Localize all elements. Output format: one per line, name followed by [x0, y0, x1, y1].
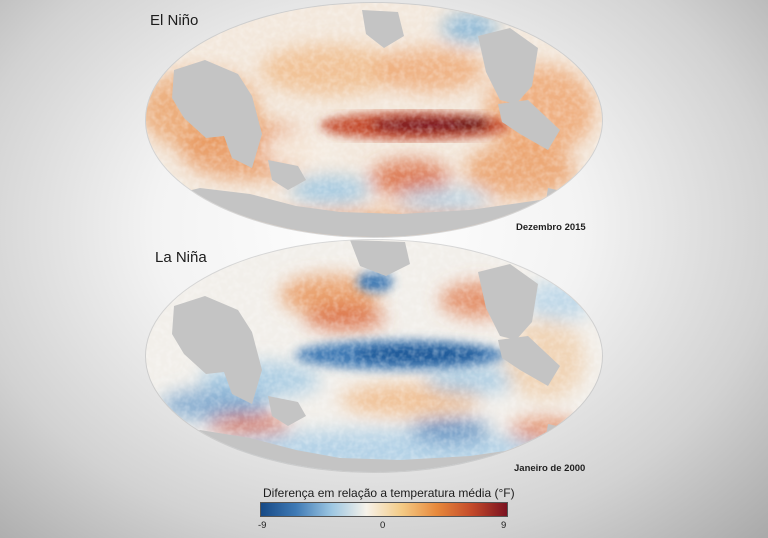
legend-tick-max: 9: [501, 520, 507, 531]
el-nino-date: Dezembro 2015: [516, 222, 586, 233]
legend-color-bar: [260, 502, 508, 517]
la-nina-date: Janeiro de 2000: [514, 463, 586, 474]
la-nina-title: La Niña: [155, 249, 207, 266]
legend-title: Diferença em relação a temperatura média…: [263, 486, 515, 500]
temperature-legend: Diferença em relação a temperatura média…: [258, 486, 515, 536]
el-nino-title: El Niño: [150, 12, 199, 29]
legend-tick-mid: 0: [380, 520, 386, 531]
legend-tick-min: -9: [258, 520, 267, 531]
la-nina-map: [145, 239, 603, 473]
el-nino-map: [145, 2, 603, 238]
